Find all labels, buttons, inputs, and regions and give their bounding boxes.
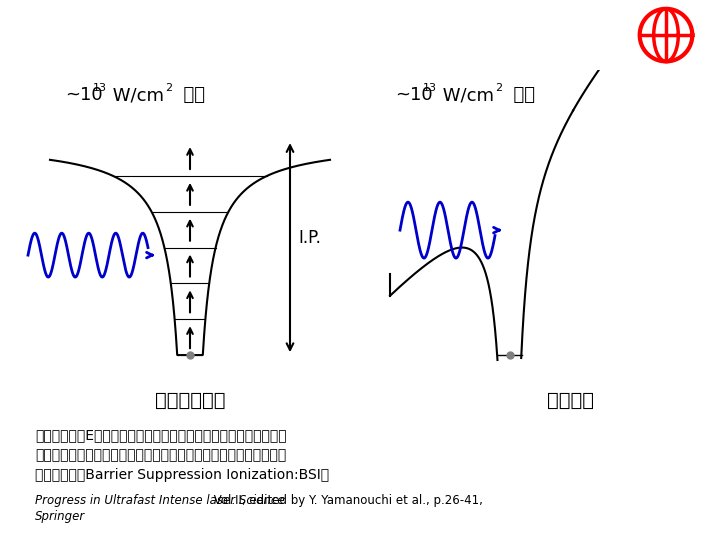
Text: Vol.II, edited by Y. Yamanouchi et al., p.26-41,: Vol.II, edited by Y. Yamanouchi et al., … (210, 494, 483, 507)
Text: I.P.: I.P. (298, 228, 321, 247)
Text: 13: 13 (423, 83, 437, 93)
Text: W/cm: W/cm (107, 86, 164, 104)
Text: 以下: 以下 (172, 86, 205, 104)
Text: 障壁低下: 障壁低下 (546, 390, 593, 409)
Text: Springer: Springer (35, 510, 85, 523)
Text: 2: 2 (495, 83, 502, 93)
Text: 以上: 以上 (502, 86, 535, 104)
Text: 光電場電離（Optical Field Ionization）: 光電場電離（Optical Field Ionization） (29, 23, 461, 47)
Text: ~10: ~10 (65, 86, 103, 104)
Text: Progress in Ultrafast Intense laser Science: Progress in Ultrafast Intense laser Scie… (35, 494, 284, 507)
Text: ~10: ~10 (395, 86, 433, 104)
Text: レーザー電場Eによってポテンシャル障壁が歪み、原子に束縛され: レーザー電場Eによってポテンシャル障壁が歪み、原子に束縛され (35, 428, 287, 442)
Text: ている電子の基底準位まで低下すると、電子はこの障壁を越えてイ: ている電子の基底準位まで低下すると、電子はこの障壁を越えてイ (35, 448, 287, 462)
Text: 2: 2 (165, 83, 172, 93)
Text: オン化する（Barrier Suppression Ionization:BSI）: オン化する（Barrier Suppression Ionization:BSI… (35, 468, 329, 482)
Text: W/cm: W/cm (437, 86, 494, 104)
Text: 多光イオン化: 多光イオン化 (155, 390, 225, 409)
Text: 13: 13 (93, 83, 107, 93)
